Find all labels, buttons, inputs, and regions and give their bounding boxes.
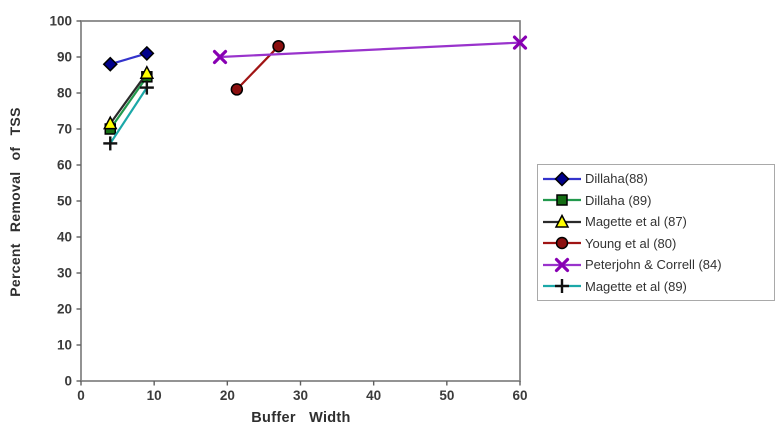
x-tick-label: 60 <box>512 388 527 403</box>
legend-item-2: Magette et al (87) <box>542 213 770 231</box>
legend-label: Magette et al (89) <box>585 278 687 294</box>
x-marker <box>554 257 570 272</box>
circle-marker <box>272 39 285 53</box>
circle-marker <box>555 237 569 250</box>
x-tick-label: 20 <box>220 388 235 403</box>
y-tick-label: 20 <box>57 302 72 317</box>
x-tick-label: 50 <box>439 388 454 403</box>
circle-legend-key-icon <box>543 237 581 250</box>
x-tick-label: 40 <box>366 388 381 403</box>
diamond-legend-key-icon <box>543 171 581 187</box>
circle-marker <box>230 83 244 96</box>
x-tick-label: 10 <box>147 388 162 403</box>
y-tick-label: 40 <box>57 230 72 245</box>
legend: Dillaha(88) Dillaha (89) Magette et al (87… <box>537 164 775 301</box>
series-line-3 <box>236 45 280 91</box>
series-line-1 <box>109 76 148 130</box>
series-line-0 <box>109 52 148 66</box>
square-marker <box>556 194 568 206</box>
legend-label: Dillaha(88) <box>585 171 648 187</box>
legend-item-3: Young et al (80) <box>542 234 770 252</box>
y-tick-label: 50 <box>57 194 72 209</box>
y-tick-label: 60 <box>57 158 72 173</box>
series-line-4 <box>219 41 521 59</box>
square-legend-key-icon <box>543 194 581 206</box>
y-tick-label: 70 <box>57 122 72 137</box>
diamond-marker <box>554 171 570 187</box>
legend-item-1: Dillaha (89) <box>542 191 770 209</box>
diamond-marker <box>102 56 118 72</box>
triangle-legend-key-icon <box>543 213 581 228</box>
x-tick-label: 30 <box>293 388 308 403</box>
y-tick-label: 80 <box>57 86 72 101</box>
triangle-marker <box>103 115 118 130</box>
y-tick-label: 0 <box>64 374 72 389</box>
series-line-2 <box>109 72 148 125</box>
x-marker <box>512 35 528 50</box>
x-axis-title: Buffer Width <box>251 410 351 426</box>
legend-label: Magette et al (87) <box>585 214 687 230</box>
triangle-marker <box>554 213 570 228</box>
y-tick-label: 30 <box>57 266 72 281</box>
legend-label: Peterjohn & Correll (84) <box>585 257 722 273</box>
legend-label: Young et al (80) <box>585 235 677 251</box>
plus-legend-key-icon <box>543 279 581 294</box>
legend-item-5: Magette et al (89) <box>542 277 770 295</box>
diamond-marker <box>139 45 155 61</box>
legend-item-0: Dillaha(88) <box>542 170 770 188</box>
y-tick-label: 100 <box>49 14 72 29</box>
legend-label: Dillaha (89) <box>585 192 652 208</box>
y-tick-label: 90 <box>57 50 72 65</box>
triangle-marker <box>139 65 155 79</box>
y-tick-label: 10 <box>57 338 72 353</box>
legend-item-4: Peterjohn & Correll (84) <box>542 256 770 274</box>
series-line-5 <box>109 86 148 145</box>
y-axis-title: Percent Removal of TSS <box>7 107 23 297</box>
x-tick-label: 0 <box>77 388 85 403</box>
x-legend-key-icon <box>543 257 581 272</box>
x-marker <box>212 49 228 65</box>
